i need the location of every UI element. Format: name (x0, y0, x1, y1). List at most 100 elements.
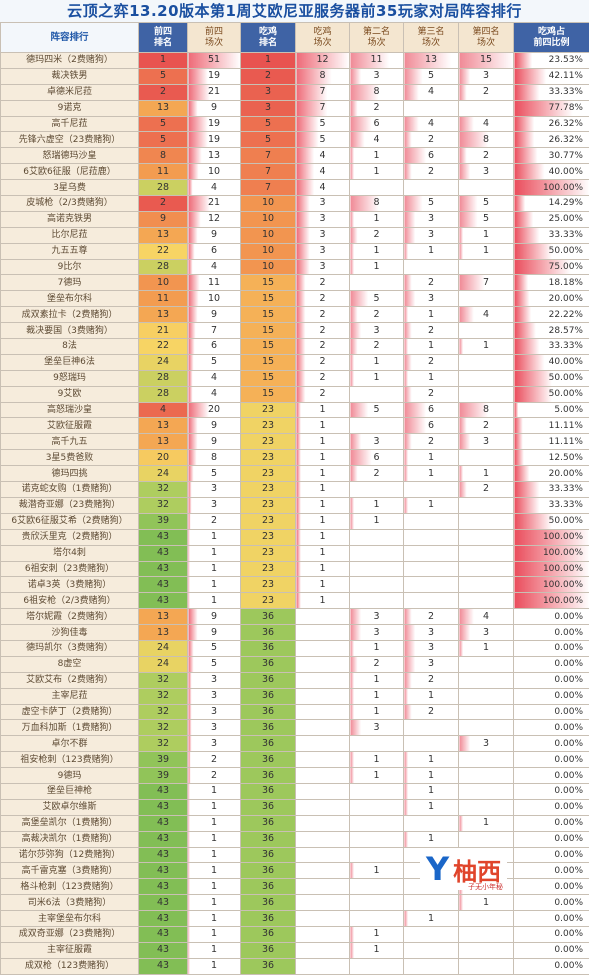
stat-cell (459, 926, 514, 942)
stat-cell (350, 736, 404, 752)
comp-name-cell: 6艾欧6征服（尼菈鹿） (1, 164, 139, 180)
comp-name-cell: 卓尔不群 (1, 736, 139, 752)
stat-cell (296, 831, 350, 847)
stat-cell: 13 (139, 609, 188, 625)
stat-cell: 1 (188, 561, 241, 577)
comp-name-cell: 7德玛 (1, 275, 139, 291)
stat-cell (350, 799, 404, 815)
stat-cell (459, 323, 514, 339)
stat-cell: 2 (296, 291, 350, 307)
stat-cell: 4 (296, 164, 350, 180)
stat-cell: 2 (404, 323, 459, 339)
stat-cell: 75.00% (514, 259, 589, 275)
stat-cell: 15 (241, 291, 296, 307)
comp-name-cell: 9德玛 (1, 768, 139, 784)
stat-cell (459, 799, 514, 815)
comp-name-cell: 9比尔 (1, 259, 139, 275)
stat-cell: 1 (188, 863, 241, 879)
stat-cell: 18.18% (514, 275, 589, 291)
stat-cell: 2 (350, 100, 404, 116)
stat-cell: 5 (296, 116, 350, 132)
stat-cell: 1 (459, 243, 514, 259)
stat-cell: 4 (139, 402, 188, 418)
stat-cell: 1 (296, 434, 350, 450)
stat-cell: 1 (241, 53, 296, 69)
stat-cell: 36 (241, 783, 296, 799)
stat-cell: 1 (404, 768, 459, 784)
stat-cell: 1 (459, 227, 514, 243)
stat-cell: 13 (139, 227, 188, 243)
stat-cell: 23 (241, 418, 296, 434)
stat-cell: 1 (296, 513, 350, 529)
stat-cell (296, 942, 350, 958)
stat-cell: 8 (188, 450, 241, 466)
comp-name-cell: 诺卓3英（3费赌狗） (1, 577, 139, 593)
stat-cell: 3 (188, 688, 241, 704)
stat-cell: 1 (404, 911, 459, 927)
stat-cell: 3 (350, 720, 404, 736)
stat-cell (296, 736, 350, 752)
stat-cell: 10 (241, 211, 296, 227)
stat-cell (296, 768, 350, 784)
stat-cell (296, 926, 350, 942)
comp-name-cell: 成双奇亚娜（23费赌狗） (1, 926, 139, 942)
stat-cell: 1 (296, 561, 350, 577)
stat-cell: 26.32% (514, 116, 589, 132)
stat-cell (296, 847, 350, 863)
stat-cell (296, 958, 350, 974)
stat-cell: 43 (139, 529, 188, 545)
stat-cell: 10 (241, 196, 296, 212)
stat-cell: 1 (404, 783, 459, 799)
stat-cell: 1 (296, 593, 350, 609)
comp-name-cell: 九五五尊 (1, 243, 139, 259)
stat-cell: 1 (350, 497, 404, 513)
stat-cell: 100.00% (514, 545, 589, 561)
stat-cell: 5 (241, 132, 296, 148)
stat-cell (350, 593, 404, 609)
stat-cell: 2 (296, 275, 350, 291)
stat-cell: 2 (404, 386, 459, 402)
stat-cell: 1 (296, 482, 350, 498)
comp-name-cell: 司米6法（3费赌狗） (1, 895, 139, 911)
comp-name-cell: 德玛四挑 (1, 466, 139, 482)
stat-cell: 43 (139, 577, 188, 593)
stat-cell: 36 (241, 958, 296, 974)
stat-cell: 5 (139, 132, 188, 148)
stat-cell: 8 (459, 402, 514, 418)
stat-cell: 1 (459, 815, 514, 831)
stat-cell: 36 (241, 736, 296, 752)
stat-cell: 43 (139, 958, 188, 974)
stat-cell: 100.00% (514, 529, 589, 545)
stat-cell: 8 (350, 196, 404, 212)
stat-cell: 23 (241, 513, 296, 529)
comp-name-cell: 怒瑞德玛沙皇 (1, 148, 139, 164)
comp-name-cell: 塔尔4刺 (1, 545, 139, 561)
stat-cell: 1 (296, 529, 350, 545)
stat-cell: 3 (188, 720, 241, 736)
stat-cell: 0.00% (514, 688, 589, 704)
stat-cell: 36 (241, 609, 296, 625)
stat-cell: 15 (459, 53, 514, 69)
header-cell-6: 第三名场次 (404, 23, 459, 53)
stat-cell: 1 (350, 752, 404, 768)
stat-cell: 43 (139, 783, 188, 799)
stat-cell (404, 577, 459, 593)
comp-name-cell: 高千尼菈 (1, 116, 139, 132)
stat-cell: 36 (241, 926, 296, 942)
stat-cell: 0.00% (514, 625, 589, 641)
stat-cell: 1 (404, 339, 459, 355)
stat-cell (459, 450, 514, 466)
comp-name-cell: 主宰堡垒布尔科 (1, 911, 139, 927)
stat-cell: 10 (241, 259, 296, 275)
